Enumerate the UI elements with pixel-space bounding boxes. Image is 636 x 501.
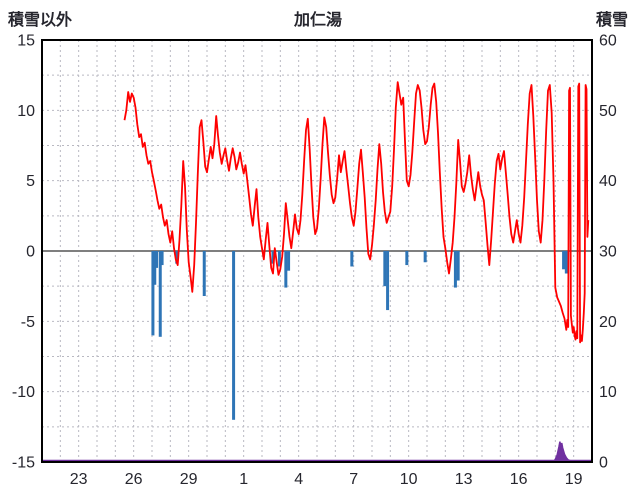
precip-bar <box>564 251 568 274</box>
x-axis-tick-label: 7 <box>349 471 358 488</box>
right-axis-title: 積雪 <box>595 12 628 29</box>
precip-bar <box>202 251 206 297</box>
precip-bar <box>175 251 179 264</box>
precip-bar <box>232 251 236 420</box>
precip-bar <box>153 251 157 285</box>
y-axis-tick-label-right: 60 <box>599 33 617 50</box>
y-axis-tick-label-left: -15 <box>12 455 35 472</box>
y-axis-tick-label-left: 0 <box>26 244 35 261</box>
y-axis-tick-label-right: 50 <box>599 103 617 120</box>
x-axis-tick-label: 16 <box>510 471 528 488</box>
y-axis-tick-label-left: -10 <box>12 384 35 401</box>
precip-bar <box>271 251 275 264</box>
x-axis-tick-label: 23 <box>70 471 88 488</box>
precip-bar <box>350 251 354 267</box>
precip-bar <box>405 251 409 266</box>
precip-bar <box>160 251 164 266</box>
y-axis-tick-label-right: 0 <box>599 455 608 472</box>
precip-bar <box>158 251 162 337</box>
temperature-line <box>123 81 590 344</box>
x-axis-tick-label: 29 <box>180 471 198 488</box>
precip-bar <box>151 251 155 336</box>
precip-bar <box>456 251 460 281</box>
precip-bar <box>287 251 291 271</box>
x-axis-tick-label: 10 <box>400 471 418 488</box>
x-axis-tick-label: 26 <box>125 471 143 488</box>
y-axis-tick-label-left: 15 <box>17 33 35 50</box>
x-axis-tick-label: 4 <box>294 471 303 488</box>
precip-bar <box>284 251 288 288</box>
left-axis-title: 積雪以外 <box>8 12 73 29</box>
y-axis-tick-label-right: 30 <box>599 244 617 261</box>
precip-bar <box>423 251 427 263</box>
precip-bar <box>562 251 566 270</box>
y-axis-tick-label-right: 40 <box>599 173 617 190</box>
y-axis-tick-label-left: 10 <box>17 103 35 120</box>
precip-bar <box>453 251 457 288</box>
chart-title: 加仁湯 <box>293 12 342 29</box>
y-axis-tick-label-right: 10 <box>599 384 617 401</box>
x-axis-tick-label: 19 <box>565 471 583 488</box>
y-axis-tick-label-right: 20 <box>599 314 617 331</box>
precip-bar <box>386 251 390 311</box>
x-axis-tick-label: 13 <box>455 471 473 488</box>
x-axis-tick-label: 1 <box>239 471 248 488</box>
precip-bar <box>277 251 281 267</box>
y-axis-tick-label-left: 5 <box>26 173 35 190</box>
y-axis-tick-label-left: -5 <box>21 314 35 331</box>
precip-bar <box>383 251 387 287</box>
precip-bar <box>155 251 159 268</box>
chart-frame <box>41 39 593 463</box>
